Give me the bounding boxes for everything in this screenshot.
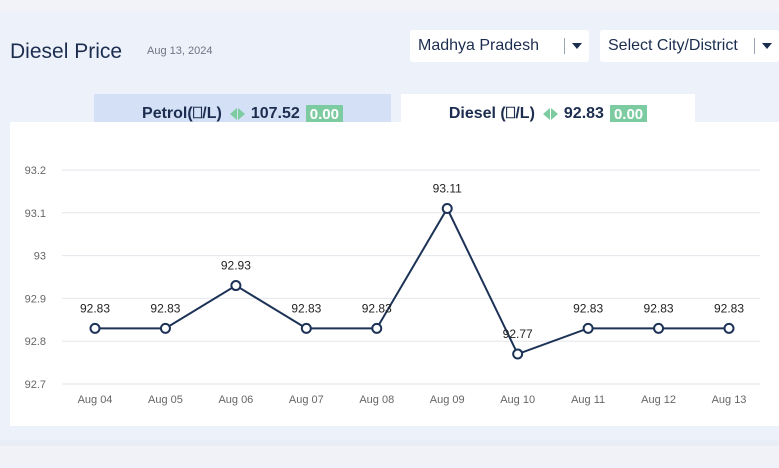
bottom-strip: [0, 446, 779, 468]
state-select-divider: [564, 38, 565, 54]
data-label: 92.77: [503, 327, 533, 341]
data-point: [371, 322, 383, 334]
page-title: Diesel Price: [10, 40, 123, 63]
data-label: 92.83: [714, 301, 744, 315]
x-tick-label: Aug 10: [500, 394, 535, 406]
series-line: [95, 206, 729, 356]
data-point: [653, 322, 665, 334]
x-tick-label: Aug 13: [712, 394, 747, 406]
data-label: 92.83: [362, 301, 392, 315]
city-select-value: Select City/District: [608, 37, 738, 54]
x-tick-label: Aug 11: [571, 394, 605, 406]
price-change-arrows-icon: [229, 108, 245, 120]
y-tick-label: 93: [34, 251, 46, 263]
page-date: Aug 13, 2024: [147, 45, 213, 57]
data-label: 93.11: [433, 182, 462, 196]
state-select[interactable]: Madhya Pradesh: [410, 30, 589, 62]
y-tick-label: 92.8: [25, 336, 46, 348]
data-label: 92.83: [573, 301, 603, 315]
data-label: 92.83: [150, 301, 180, 315]
tab-petrol-price: 107.52: [250, 105, 300, 122]
state-select-value: Madhya Pradesh: [418, 37, 539, 54]
x-tick-label: Aug 04: [78, 394, 113, 406]
city-select[interactable]: Select City/District: [600, 30, 779, 62]
price-chart-card: 92.7 92.8 92.9 93 93.1 93.2 Aug 04 Aug 05 Aug 06…: [10, 122, 779, 426]
y-tick-label: 93.1: [25, 208, 46, 220]
price-line-chart: 92.7 92.8 92.9 93 93.1 93.2 Aug 04 Aug 05 Aug 06…: [25, 165, 760, 406]
x-tick-label: Aug 12: [641, 394, 676, 406]
chevron-down-icon: [572, 43, 582, 49]
city-select-divider: [754, 38, 755, 54]
chevron-down-icon: [762, 43, 772, 49]
data-label: 92.83: [80, 301, 110, 315]
x-tick-label: Aug 08: [359, 394, 394, 406]
data-label: 92.83: [291, 301, 321, 315]
data-point: [582, 322, 594, 334]
y-tick-label: 93.2: [25, 165, 46, 177]
tab-petrol-change-badge: 0.00: [305, 104, 343, 124]
data-point: [723, 322, 735, 334]
x-tick-label: Aug 05: [148, 394, 183, 406]
tab-diesel-label: Diesel (⎕/L): [448, 105, 535, 122]
data-point: [230, 280, 242, 292]
tab-diesel-change-badge: 0.00: [609, 104, 648, 124]
price-change-arrows-icon: [542, 108, 558, 120]
tab-diesel-price: 92.83: [563, 105, 604, 122]
y-tick-label: 92.9: [25, 293, 46, 305]
data-label: 92.93: [221, 259, 251, 273]
data-point: [89, 322, 101, 334]
tab-petrol-label: Petrol(⎕/L): [142, 105, 222, 122]
data-point: [300, 322, 312, 334]
data-point: [159, 322, 171, 334]
top-strip: [0, 0, 779, 12]
data-label: 92.83: [644, 301, 674, 315]
y-tick-label: 92.7: [25, 379, 46, 391]
x-tick-label: Aug 09: [430, 394, 465, 406]
x-tick-label: Aug 07: [289, 394, 324, 406]
data-point: [441, 203, 453, 215]
data-point: [512, 348, 524, 360]
x-tick-label: Aug 06: [218, 394, 253, 406]
